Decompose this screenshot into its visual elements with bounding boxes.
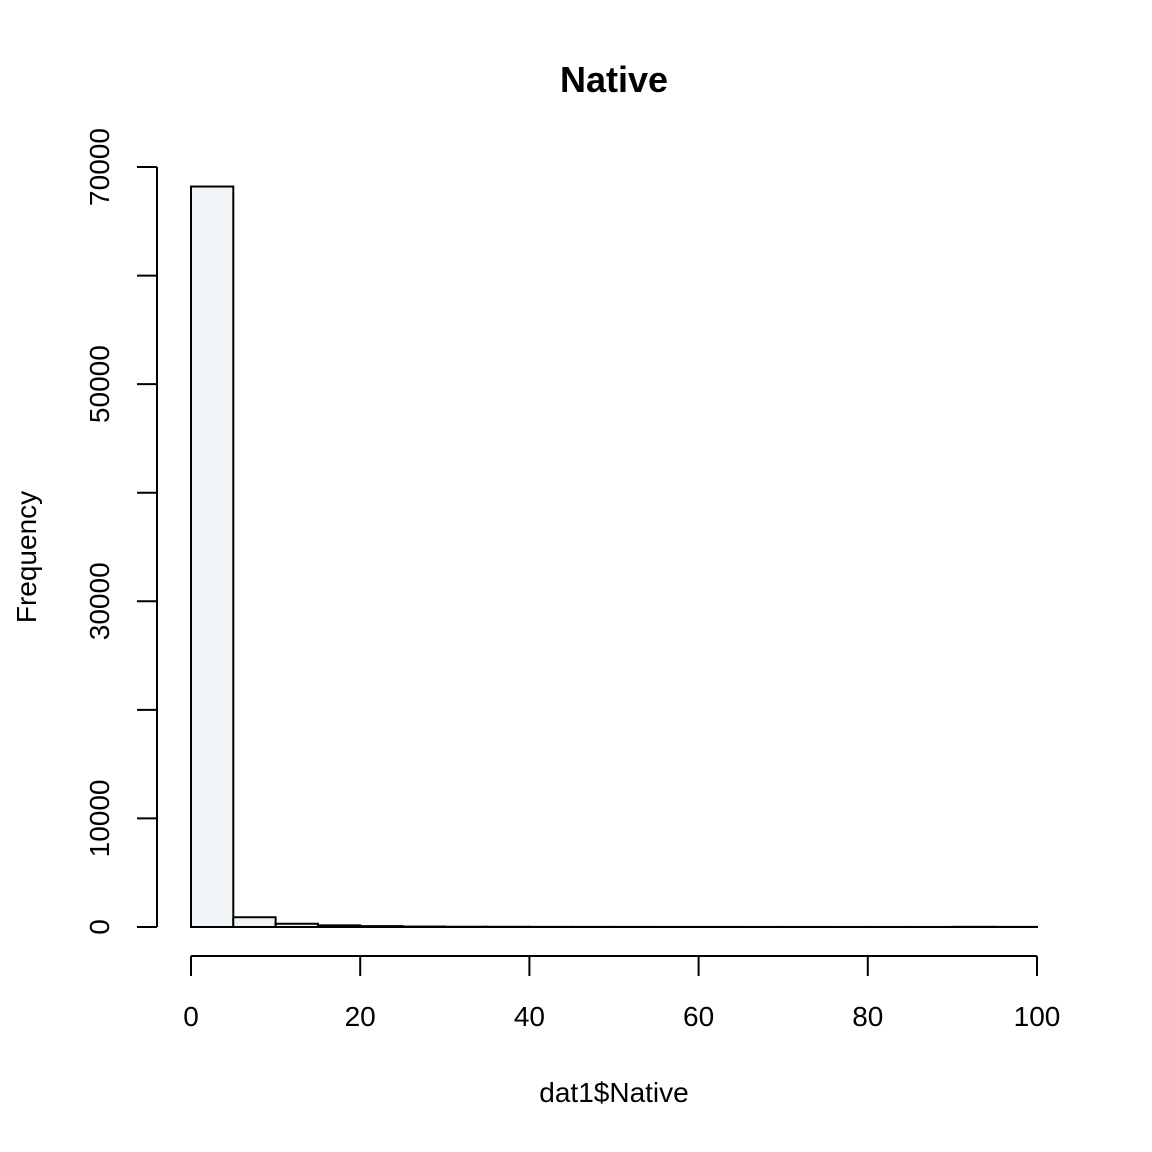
bars-group xyxy=(190,185,1039,929)
x-tick-label-1: 20 xyxy=(345,1001,376,1032)
x-tick-label-4: 80 xyxy=(852,1001,883,1032)
histogram-bar-1 xyxy=(232,916,277,929)
x-tick-label-2: 40 xyxy=(514,1001,545,1032)
chart-title: Native xyxy=(560,59,668,100)
y-tick-label-2: 30000 xyxy=(84,562,115,640)
histogram-bar-3 xyxy=(316,924,362,928)
y-axis-label: Frequency xyxy=(11,491,42,623)
histogram-bar-4 xyxy=(359,925,404,928)
histogram-bar-0 xyxy=(190,185,235,929)
y-tick-label-0: 0 xyxy=(84,919,115,935)
x-axis: 0 20 40 60 80 100 xyxy=(183,955,1061,1032)
histogram-bar-2 xyxy=(274,922,319,929)
y-tick-label-3: 50000 xyxy=(84,345,115,423)
y-tick-label-4: 70000 xyxy=(84,128,115,206)
x-tick-label-0: 0 xyxy=(183,1001,199,1032)
y-tick-label-1: 10000 xyxy=(84,779,115,857)
x-axis-label: dat1$Native xyxy=(539,1077,688,1108)
x-tick-label-3: 60 xyxy=(683,1001,714,1032)
y-axis: 0 10000 30000 50000 70000 xyxy=(84,128,158,935)
x-tick-label-5: 100 xyxy=(1014,1001,1061,1032)
